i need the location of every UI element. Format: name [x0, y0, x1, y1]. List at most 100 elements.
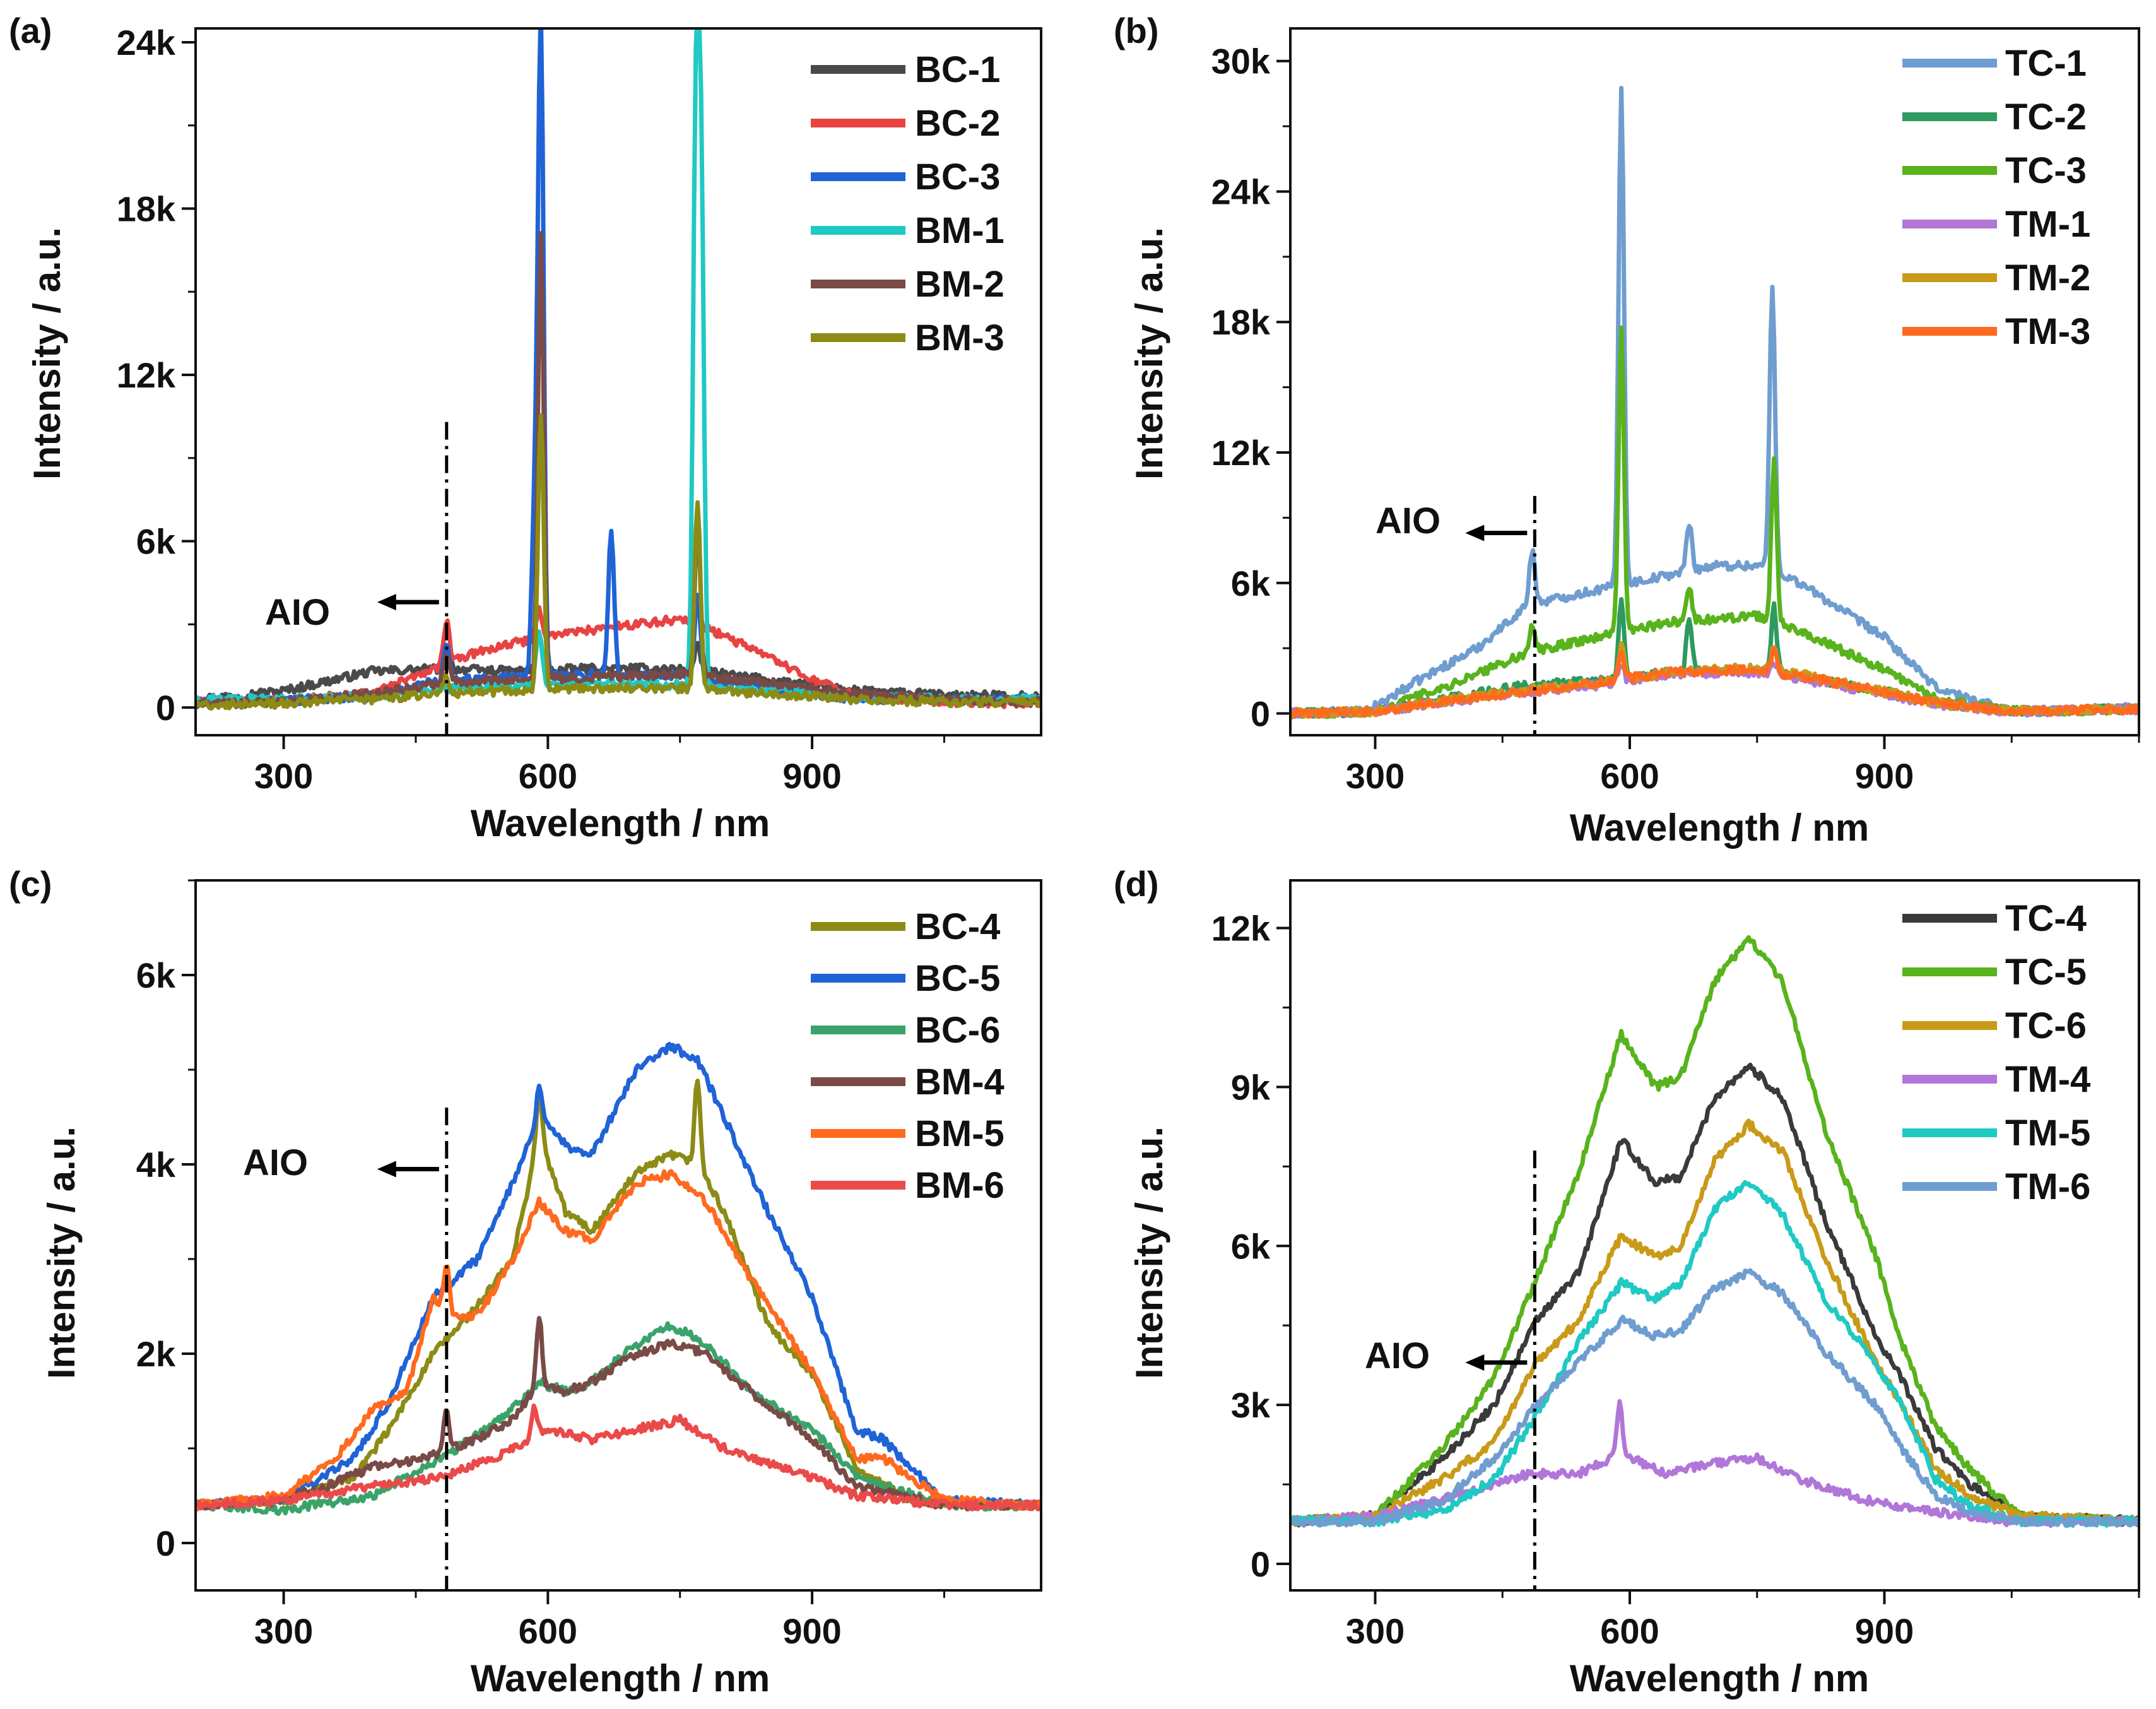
legend-label-BC-3: BC-3 — [915, 157, 1000, 198]
legend-label-TC-4: TC-4 — [2005, 898, 2087, 939]
legend-label-BC-2: BC-2 — [915, 103, 1000, 144]
legend-label-TM-5: TM-5 — [2005, 1113, 2090, 1154]
panel-d-y-tick-label: 12k — [1211, 909, 1271, 949]
panel-c-label: (c) — [9, 864, 52, 904]
panel-d-series — [1290, 935, 2139, 1528]
series-line-TM-3 — [1290, 646, 2139, 719]
panel-c-x-tick-label: 600 — [519, 1611, 577, 1651]
legend-label-BC-5: BC-5 — [915, 958, 1000, 999]
legend-label-TC-6: TC-6 — [2005, 1005, 2087, 1046]
panel-c-y-tick-label: 6k — [136, 955, 176, 995]
legend-label-BM-2: BM-2 — [915, 264, 1004, 305]
panel-b-x-tick-label: 900 — [1855, 756, 1914, 796]
series-line-BM-4 — [196, 1316, 1041, 1511]
panel-b-axes-frame — [1289, 27, 2140, 736]
panel-d-label: (d) — [1114, 864, 1159, 904]
series-line-BC-6 — [196, 1321, 1041, 1517]
panel-c-x-tick-label: 900 — [782, 1611, 841, 1651]
legend-label-BM-6: BM-6 — [915, 1165, 1004, 1206]
panel-d-x-tick-label: 600 — [1600, 1611, 1659, 1651]
legend-label-BC-1: BC-1 — [915, 49, 1000, 90]
panel-c-y-axis-title: Intensity / a.u. — [40, 1127, 83, 1379]
legend-label-TM-3: TM-3 — [2005, 311, 2090, 352]
legend-label-TM-4: TM-4 — [2005, 1059, 2090, 1100]
panel-b-y-tick-label: 12k — [1211, 433, 1271, 473]
panel-a-legend: BC-1 BC-2 BC-3 BM-1 BM-2 BM-3 — [811, 49, 1004, 358]
panel-b-y-tick-label: 0 — [1251, 694, 1270, 734]
panel-d-x-tick-label: 900 — [1855, 1611, 1914, 1651]
panel-a-aio-label: AIO — [265, 592, 330, 633]
panel-b-aio-arrow-head — [1465, 524, 1485, 541]
panel-a-aio-arrow-head — [377, 594, 396, 611]
panel-d-axes-frame — [1289, 879, 2140, 1592]
panel-b: (b) 300 600 900 0 6k 12k 18k 24k 30k Wavelength … — [1114, 11, 2140, 849]
panel-d-aio-label: AIO — [1365, 1335, 1430, 1376]
panel-b-y-axis-title: Intensity / a.u. — [1128, 227, 1170, 480]
panel-a-y-tick-label: 12k — [117, 355, 176, 395]
legend-label-BM-3: BM-3 — [915, 317, 1004, 358]
panel-a-x-tick-label: 900 — [782, 756, 841, 796]
panel-c-y-tick-label: 4k — [136, 1145, 176, 1185]
panel-c-y-tick-label: 0 — [156, 1523, 175, 1563]
panel-d-y-tick-label: 9k — [1231, 1067, 1271, 1107]
panel-d-x-axis-title: Wavelength / nm — [1570, 1657, 1870, 1700]
panel-b-x-tick-label: 600 — [1600, 756, 1659, 796]
panel-b-label: (b) — [1114, 11, 1159, 50]
panel-c-series — [196, 1041, 1041, 1517]
series-line-BM-6 — [196, 1403, 1041, 1511]
panel-d-x-tick-label: 300 — [1346, 1611, 1405, 1651]
legend-label-TM-1: TM-1 — [2005, 204, 2090, 245]
panel-c: (c) 300 600 900 0 2k 4k 6k Wavelength / nm Int… — [9, 864, 1042, 1700]
panel-d-legend: TC-4 TC-5 TC-6 TM-4 TM-5 TM-6 — [1902, 898, 2090, 1207]
panel-b-series — [1290, 85, 2139, 720]
panel-c-aio-arrow-head — [377, 1161, 396, 1178]
panel-a-axes-frame — [194, 27, 1042, 736]
panel-a-y-tick-label: 18k — [117, 189, 176, 228]
panel-d-y-tick-label: 0 — [1251, 1544, 1270, 1584]
legend-label-BM-5: BM-5 — [915, 1113, 1004, 1154]
panel-a-label: (a) — [9, 11, 52, 50]
panel-b-y-tick-label: 18k — [1211, 302, 1271, 342]
panel-c-x-axis-title: Wavelength / nm — [471, 1657, 770, 1700]
legend-label-TC-1: TC-1 — [2005, 43, 2087, 84]
panel-b-aio-label: AIO — [1375, 500, 1440, 541]
panel-d-y-axis-title: Intensity / a.u. — [1128, 1127, 1170, 1379]
series-line-BM-5 — [196, 1169, 1041, 1511]
panel-d-y-tick-label: 6k — [1231, 1226, 1271, 1266]
panel-c-aio-label: AIO — [243, 1142, 308, 1183]
panel-c-legend: BC-4 BC-5 BC-6 BM-4 BM-5 BM-6 — [811, 906, 1004, 1206]
panel-a-y-tick-label: 0 — [156, 688, 175, 728]
panel-a-x-axis-title: Wavelength / nm — [471, 802, 770, 844]
series-line-TC-5 — [1290, 935, 2139, 1527]
legend-label-TM-2: TM-2 — [2005, 257, 2090, 299]
series-line-BC-5 — [196, 1041, 1041, 1510]
series-line-TC-6 — [1290, 1118, 2139, 1527]
panel-a-x-tick-label: 600 — [519, 756, 577, 796]
panel-b-legend: TC-1 TC-2 TC-3 TM-1 TM-2 TM-3 — [1902, 43, 2090, 352]
legend-label-TC-3: TC-3 — [2005, 150, 2087, 191]
panel-a-y-tick-label: 6k — [136, 522, 176, 562]
panel-c-axes-frame — [194, 879, 1042, 1592]
legend-label-TC-5: TC-5 — [2005, 952, 2087, 993]
legend-label-BM-4: BM-4 — [915, 1061, 1004, 1103]
panel-a-y-tick-label: 24k — [117, 23, 176, 62]
panel-d-y-tick-label: 3k — [1231, 1385, 1271, 1425]
panel-b-y-tick-label: 6k — [1231, 564, 1271, 603]
panel-b-y-tick-label: 30k — [1211, 42, 1271, 81]
legend-label-TC-2: TC-2 — [2005, 97, 2087, 138]
panel-a-y-axis-title: Intensity / a.u. — [26, 227, 68, 480]
panel-a-series — [196, 28, 1041, 711]
panel-b-x-axis-title: Wavelength / nm — [1570, 807, 1870, 849]
panel-b-x-tick-label: 300 — [1346, 756, 1405, 796]
panel-c-x-tick-label: 300 — [254, 1611, 313, 1651]
panel-c-y-tick-label: 2k — [136, 1334, 176, 1374]
legend-label-BC-6: BC-6 — [915, 1010, 1000, 1051]
panel-a-x-tick-label: 300 — [254, 756, 313, 796]
series-line-BM-2 — [196, 231, 1041, 711]
series-line-BM-3 — [196, 413, 1041, 711]
legend-label-TM-6: TM-6 — [2005, 1166, 2090, 1207]
panel-b-y-tick-label: 24k — [1211, 172, 1271, 211]
